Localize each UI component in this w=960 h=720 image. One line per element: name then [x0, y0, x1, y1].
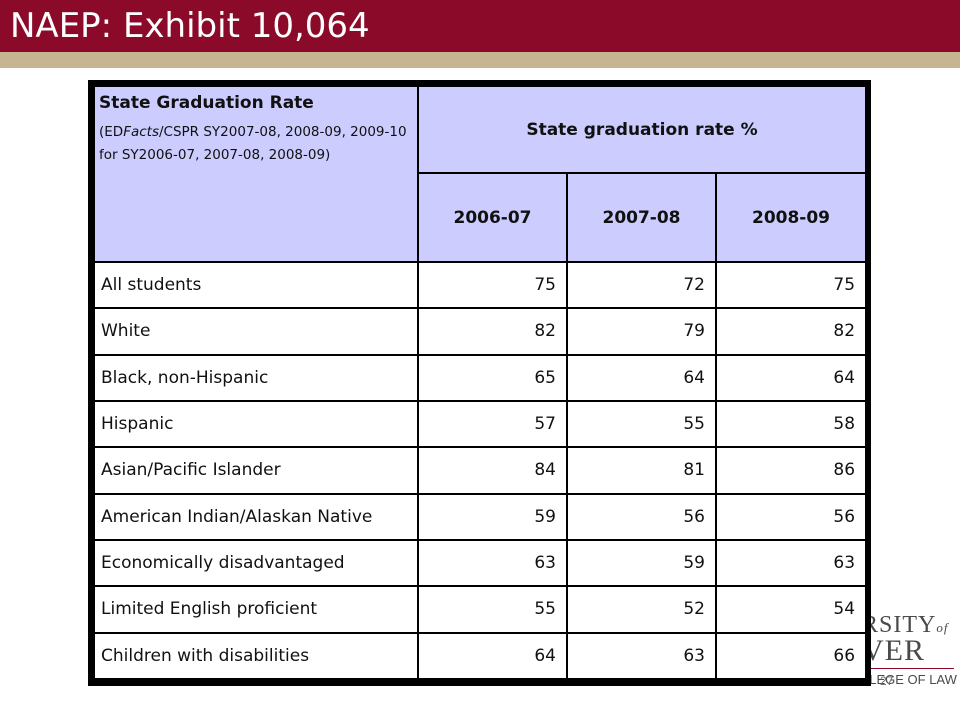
- logo-rule: [858, 668, 954, 669]
- rate-cell: 55: [566, 399, 717, 449]
- table-row: Hispanic 57 55 58: [93, 399, 868, 449]
- rate-cell: 75: [417, 260, 568, 310]
- rate-cell: 58: [714, 399, 868, 449]
- rate-cell: 52: [566, 585, 717, 634]
- university-logo: RSITYof VER LLEGE OF LAW: [858, 604, 960, 684]
- row-label: American Indian/Alaskan Native: [93, 492, 419, 541]
- row-label: Limited English proficient: [93, 585, 419, 634]
- rate-cell: 64: [714, 353, 868, 402]
- row-label: All students: [93, 260, 419, 310]
- rate-cell: 65: [417, 353, 568, 402]
- row-label: White: [93, 307, 419, 356]
- rate-cell: 82: [714, 307, 868, 356]
- table-row: Economically disadvantaged 63 59 63: [93, 538, 868, 588]
- table-row: Children with disabilities 64 63 66: [93, 631, 868, 681]
- rate-cell: 66: [714, 631, 868, 681]
- row-label: Black, non-Hispanic: [93, 353, 419, 402]
- corner-title: State Graduation Rate: [99, 93, 314, 113]
- title-stripe: [0, 52, 960, 68]
- rate-cell: 79: [566, 307, 717, 356]
- group-header: State graduation rate %: [416, 85, 868, 174]
- corner-subtitle: (EDFacts/CSPR SY2007-08, 2008-09, 2009-1…: [99, 124, 407, 163]
- graduation-rate-table: State Graduation Rate (EDFacts/CSPR SY20…: [93, 85, 868, 681]
- rate-cell: 63: [566, 631, 717, 681]
- graduation-rate-table-frame: State Graduation Rate (EDFacts/CSPR SY20…: [88, 80, 871, 686]
- page-number: 27: [880, 674, 894, 688]
- table-row: Limited English proficient 55 52 54: [93, 585, 868, 634]
- rate-cell: 86: [714, 446, 868, 495]
- rate-cell: 56: [714, 492, 868, 541]
- rate-cell: 75: [714, 260, 868, 310]
- table-corner-header: State Graduation Rate (EDFacts/CSPR SY20…: [93, 85, 419, 263]
- logo-line-3: LLEGE OF LAW: [862, 672, 957, 684]
- rate-cell: 81: [566, 446, 717, 495]
- rate-cell: 64: [417, 631, 568, 681]
- rate-cell: 55: [417, 585, 568, 634]
- logo-line-1: RSITYof: [862, 612, 949, 638]
- rate-cell: 84: [417, 446, 568, 495]
- title-bar: NAEP: Exhibit 10,064: [0, 0, 960, 52]
- rate-cell: 56: [566, 492, 717, 541]
- row-label: Hispanic: [93, 399, 419, 449]
- table-row: Asian/Pacific Islander 84 81 86: [93, 446, 868, 495]
- table-row: Black, non-Hispanic 65 64 64: [93, 353, 868, 402]
- row-label: Economically disadvantaged: [93, 538, 419, 588]
- header-row-2: 2006-07 2007-08 2008-09: [94, 172, 868, 263]
- table-row: White 82 79 82: [93, 307, 868, 356]
- rate-cell: 63: [417, 538, 568, 588]
- header-row-1: State Graduation Rate (EDFacts/CSPR SY20…: [93, 85, 868, 263]
- table-row: All students 75 72 75: [93, 260, 868, 310]
- year-header: 2007-08: [566, 172, 717, 263]
- rate-cell: 59: [566, 538, 717, 588]
- rate-cell: 57: [417, 399, 568, 449]
- rate-cell: 82: [417, 307, 568, 356]
- table-row: American Indian/Alaskan Native 59 56 56: [93, 492, 868, 541]
- rate-cell: 63: [714, 538, 868, 588]
- logo-line-2: VER: [862, 634, 925, 667]
- year-header: 2006-07: [417, 172, 568, 263]
- rate-cell: 72: [566, 260, 717, 310]
- rate-cell: 54: [714, 585, 868, 634]
- row-label: Children with disabilities: [93, 631, 419, 681]
- rate-cell: 59: [417, 492, 568, 541]
- rate-cell: 64: [566, 353, 717, 402]
- row-label: Asian/Pacific Islander: [93, 446, 419, 495]
- year-header: 2008-09: [714, 172, 868, 263]
- slide-title: NAEP: Exhibit 10,064: [10, 6, 370, 46]
